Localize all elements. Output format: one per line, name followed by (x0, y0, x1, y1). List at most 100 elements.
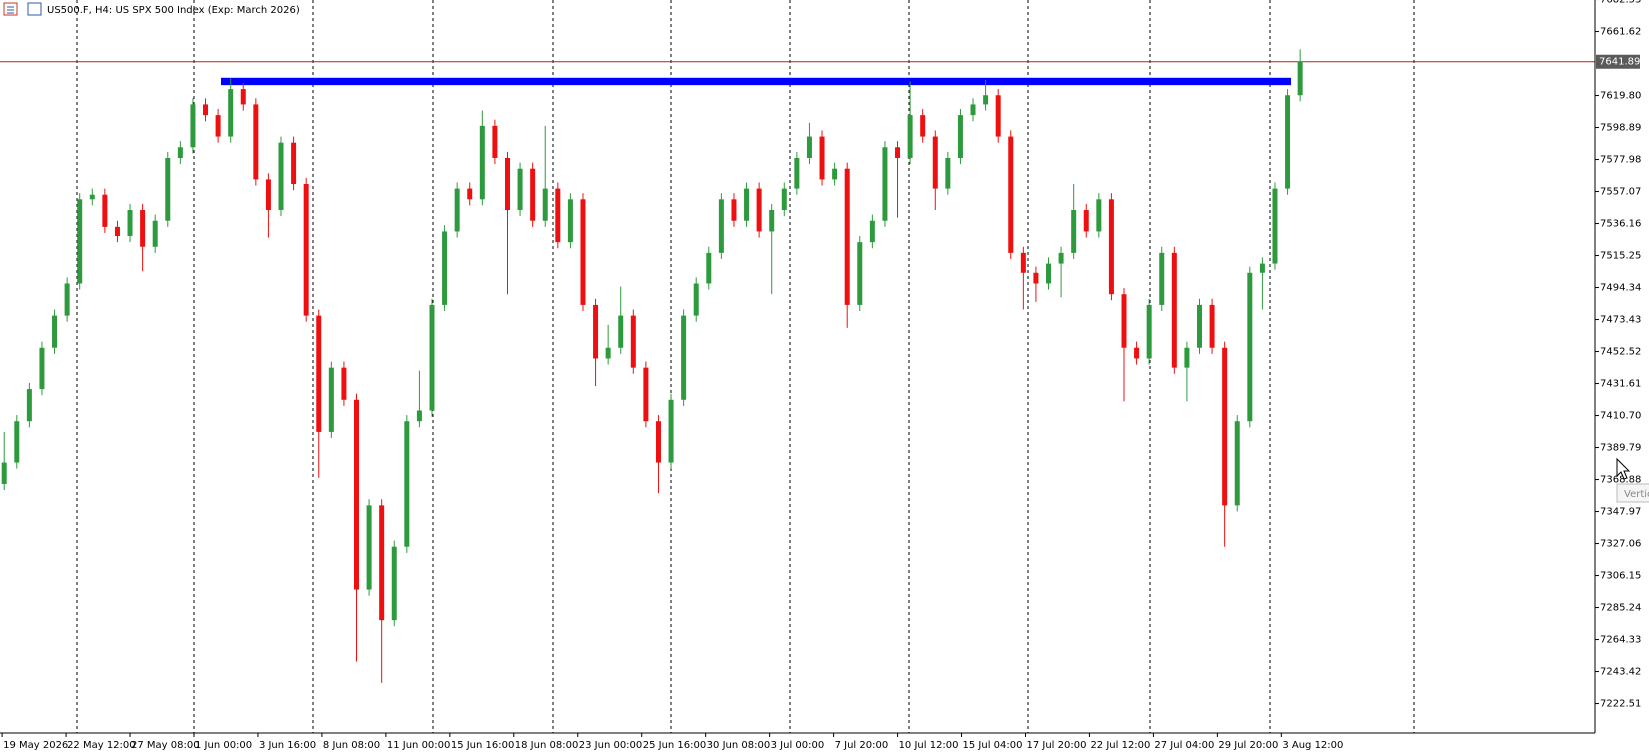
candle-body (14, 421, 20, 463)
candle-body (177, 147, 183, 158)
candle-body (253, 104, 259, 180)
candle-body (1171, 252, 1177, 368)
candle-body (102, 194, 108, 227)
y-tick-label: 7347.97 (1600, 507, 1641, 518)
y-tick-label: 7661.62 (1600, 27, 1641, 38)
candle-body (303, 183, 309, 316)
tooltip-box (1616, 483, 1649, 503)
x-tick-label: 17 Jul 20:00 (1026, 740, 1086, 751)
y-tick-label: 7389.79 (1600, 443, 1641, 454)
candle-body (756, 188, 762, 232)
x-tick-label: 1 Jun 00:00 (195, 740, 252, 751)
candle-body (492, 125, 498, 158)
candle-body (1196, 304, 1202, 348)
x-tick-label: 27 May 08:00 (131, 740, 200, 751)
candle-body (228, 89, 234, 137)
candle-body (1285, 95, 1291, 189)
x-tick-label: 30 Jun 08:00 (707, 740, 771, 751)
candle-body (140, 210, 146, 247)
candle-body (1046, 263, 1052, 284)
candle-body (240, 89, 246, 105)
current-price-box (1596, 54, 1640, 69)
y-tick-label: 7264.33 (1600, 635, 1641, 646)
candle-body (1096, 199, 1102, 232)
candle-body (467, 188, 473, 200)
y-tick-label: 7577.98 (1600, 155, 1641, 166)
candle-body (442, 231, 448, 305)
candle-body (64, 283, 70, 316)
candle-body (1020, 252, 1026, 273)
candle-body (379, 505, 385, 621)
x-tick-label: 7 Jul 20:00 (835, 740, 889, 751)
candle-body (291, 142, 297, 184)
candle-body (1121, 294, 1127, 348)
candle-body (618, 315, 624, 348)
x-tick-label: 22 Jul 12:00 (1090, 740, 1150, 751)
candle-body (77, 199, 83, 284)
candle-body (869, 220, 875, 243)
y-tick-label: 7515.25 (1600, 251, 1641, 262)
candle-body (983, 95, 989, 105)
candle-body (794, 157, 800, 189)
price-zone (221, 77, 1291, 86)
candle-body (593, 304, 599, 359)
candle-body (1083, 210, 1089, 232)
y-tick-label: 7473.43 (1600, 315, 1641, 326)
x-tick-label: 15 Jul 04:00 (963, 740, 1023, 751)
x-tick-label: 25 Jun 16:00 (643, 740, 707, 751)
candle-body (806, 136, 812, 158)
candle-body (542, 188, 548, 221)
candle-body (1, 462, 7, 484)
candle-body (681, 315, 687, 400)
y-tick-label: 7536.16 (1600, 219, 1641, 230)
candle-body (744, 188, 750, 221)
menu-icon[interactable] (3, 2, 18, 16)
y-tick-label: 7619.80 (1600, 91, 1641, 102)
y-tick-label: 7285.24 (1600, 603, 1641, 614)
candle-body (1108, 199, 1114, 295)
candle-body (479, 125, 485, 200)
candle-body (731, 199, 737, 221)
candle-body (1297, 61, 1303, 96)
candle-body (328, 367, 334, 432)
x-tick-label: 15 Jun 16:00 (451, 740, 515, 751)
x-tick-label: 22 May 12:00 (67, 740, 136, 751)
candle-body (781, 188, 787, 211)
candle-body (354, 399, 360, 590)
candle-body (127, 210, 133, 237)
candle-body (203, 104, 209, 116)
y-tick-label: 7327.06 (1600, 539, 1641, 550)
cursor: Vertic (1616, 457, 1649, 503)
candle-body (668, 399, 674, 463)
candle-body (630, 315, 636, 368)
candle-body (341, 367, 347, 400)
candle-body (416, 410, 422, 422)
candle-body (567, 199, 573, 243)
candle-body (580, 199, 586, 305)
candle-body (316, 315, 322, 432)
chart-icon[interactable] (27, 2, 42, 16)
candle-body (895, 147, 901, 158)
y-tick-label: 7682.53 (1600, 0, 1641, 6)
candle-body (26, 389, 32, 422)
y-tick-label: 7410.70 (1600, 411, 1641, 422)
candle-body (89, 194, 95, 200)
x-tick-label: 11 Jun 00:00 (387, 740, 451, 751)
x-tick-label: 10 Jul 12:00 (899, 740, 959, 751)
title-bar: US500.F, H4: US SPX 500 Index (Exp: Marc… (3, 2, 300, 16)
candle-body (215, 115, 221, 137)
candle-body (1008, 136, 1014, 253)
candle-body (769, 210, 775, 232)
candle-body (52, 315, 58, 348)
candle-body (366, 505, 372, 590)
x-tick-label: 19 May 2026 (3, 740, 68, 751)
x-tick-label: 8 Jun 08:00 (323, 740, 380, 751)
candle-body (278, 142, 284, 211)
y-tick-label: 7306.15 (1600, 571, 1641, 582)
y-tick-label: 7452.52 (1600, 347, 1641, 358)
candle-body (1184, 347, 1190, 368)
candle-body (605, 347, 611, 359)
